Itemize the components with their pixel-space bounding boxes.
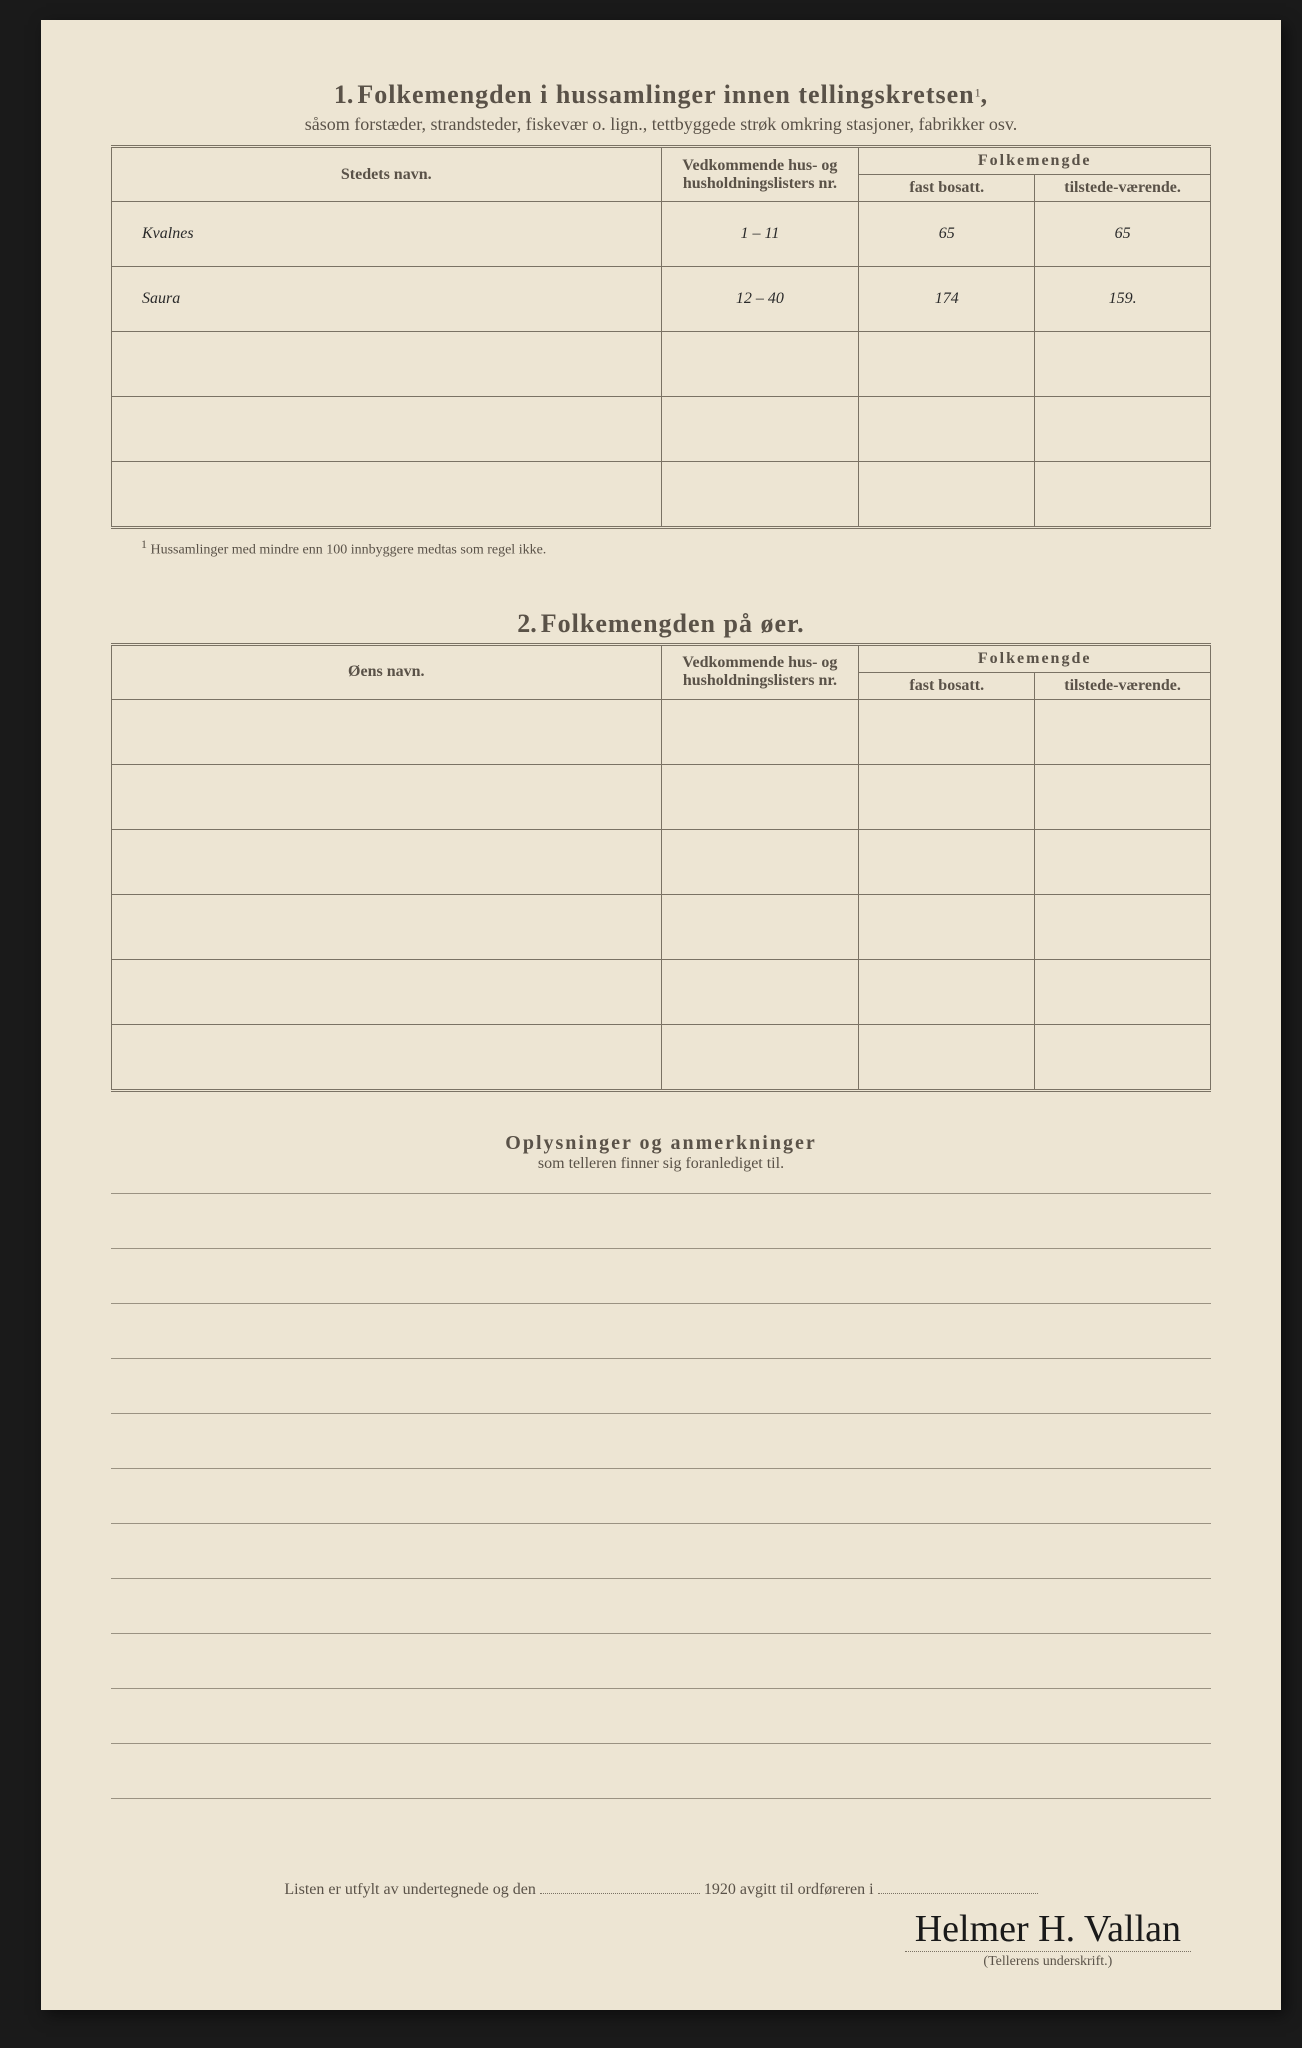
table-row	[112, 764, 1211, 829]
pop-til: 65	[1035, 202, 1211, 267]
remark-line	[111, 1359, 1211, 1414]
section2-head: Folkemengden på øer.	[541, 609, 805, 638]
table-row	[112, 959, 1211, 1024]
table-row	[112, 894, 1211, 959]
place-name: Saura	[112, 267, 662, 332]
remark-line	[111, 1744, 1211, 1799]
section1-subtitle: såsom forstæder, strandsteder, fiskevær …	[111, 114, 1211, 135]
table2: Øens navn. Vedkommende hus- og husholdni…	[111, 643, 1211, 1092]
table1: Stedets navn. Vedkommende hus- og hushol…	[111, 145, 1211, 529]
signature-name: Helmer H. Vallan	[905, 1907, 1191, 1952]
table2-col-til: tilstede-værende.	[1035, 672, 1211, 699]
table-row: Saura12 – 40174159.	[112, 267, 1211, 332]
section2-title: 2. Folkemengden på øer.	[111, 609, 1211, 639]
table2-col-pop: Folkemengde	[859, 644, 1211, 672]
pop-fast: 174	[859, 267, 1035, 332]
table1-col-name: Stedets navn.	[112, 147, 662, 202]
remark-line	[111, 1689, 1211, 1744]
section1-title: 1. Folkemengden i hussamlinger innen tel…	[111, 80, 1211, 110]
date-blank	[540, 1879, 700, 1894]
signature-block: Helmer H. Vallan (Tellerens underskrift.…	[905, 1907, 1191, 1970]
table-row	[112, 829, 1211, 894]
pop-til: 159.	[1035, 267, 1211, 332]
remarks-subtitle: som telleren finner sig foranlediget til…	[111, 1155, 1211, 1173]
remark-line	[111, 1524, 1211, 1579]
table-row	[112, 462, 1211, 528]
table1-col-ref: Vedkommende hus- og husholdningslisters …	[661, 147, 859, 202]
remark-line	[111, 1194, 1211, 1249]
table-row	[112, 397, 1211, 462]
pop-fast: 65	[859, 202, 1035, 267]
table-row: Kvalnes1 – 116565	[112, 202, 1211, 267]
remark-line	[111, 1414, 1211, 1469]
section2-num: 2.	[517, 609, 537, 638]
table-row	[112, 699, 1211, 764]
ordforer-blank	[878, 1879, 1038, 1894]
remark-line	[111, 1579, 1211, 1634]
table-row	[112, 332, 1211, 397]
place-name: Kvalnes	[112, 202, 662, 267]
remark-line	[111, 1304, 1211, 1359]
table1-col-til: tilstede-værende.	[1035, 175, 1211, 202]
footnote1: 1 Hussamlinger med mindre enn 100 innbyg…	[141, 537, 1211, 559]
table-row	[112, 1024, 1211, 1090]
table2-col-fast: fast bosatt.	[859, 672, 1035, 699]
signature-line: Listen er utfylt av undertegnede og den …	[111, 1879, 1211, 1899]
table1-col-pop: Folkemengde	[859, 147, 1211, 175]
table2-col-ref: Vedkommende hus- og husholdningslisters …	[661, 644, 859, 699]
section1-head: Folkemengden i hussamlinger innen tellin…	[357, 80, 974, 109]
remark-line	[111, 1469, 1211, 1524]
remarks-lines	[111, 1193, 1211, 1799]
remarks-title: Oplysninger og anmerkninger	[111, 1132, 1211, 1155]
remark-line	[111, 1249, 1211, 1304]
signature-label: (Tellerens underskrift.)	[905, 1954, 1191, 1970]
census-form-page: 1. Folkemengden i hussamlinger innen tel…	[41, 20, 1281, 2010]
remark-line	[111, 1634, 1211, 1689]
table2-col-name: Øens navn.	[112, 644, 662, 699]
section1-num: 1.	[334, 80, 354, 109]
table1-col-fast: fast bosatt.	[859, 175, 1035, 202]
list-ref: 1 – 11	[661, 202, 859, 267]
list-ref: 12 – 40	[661, 267, 859, 332]
